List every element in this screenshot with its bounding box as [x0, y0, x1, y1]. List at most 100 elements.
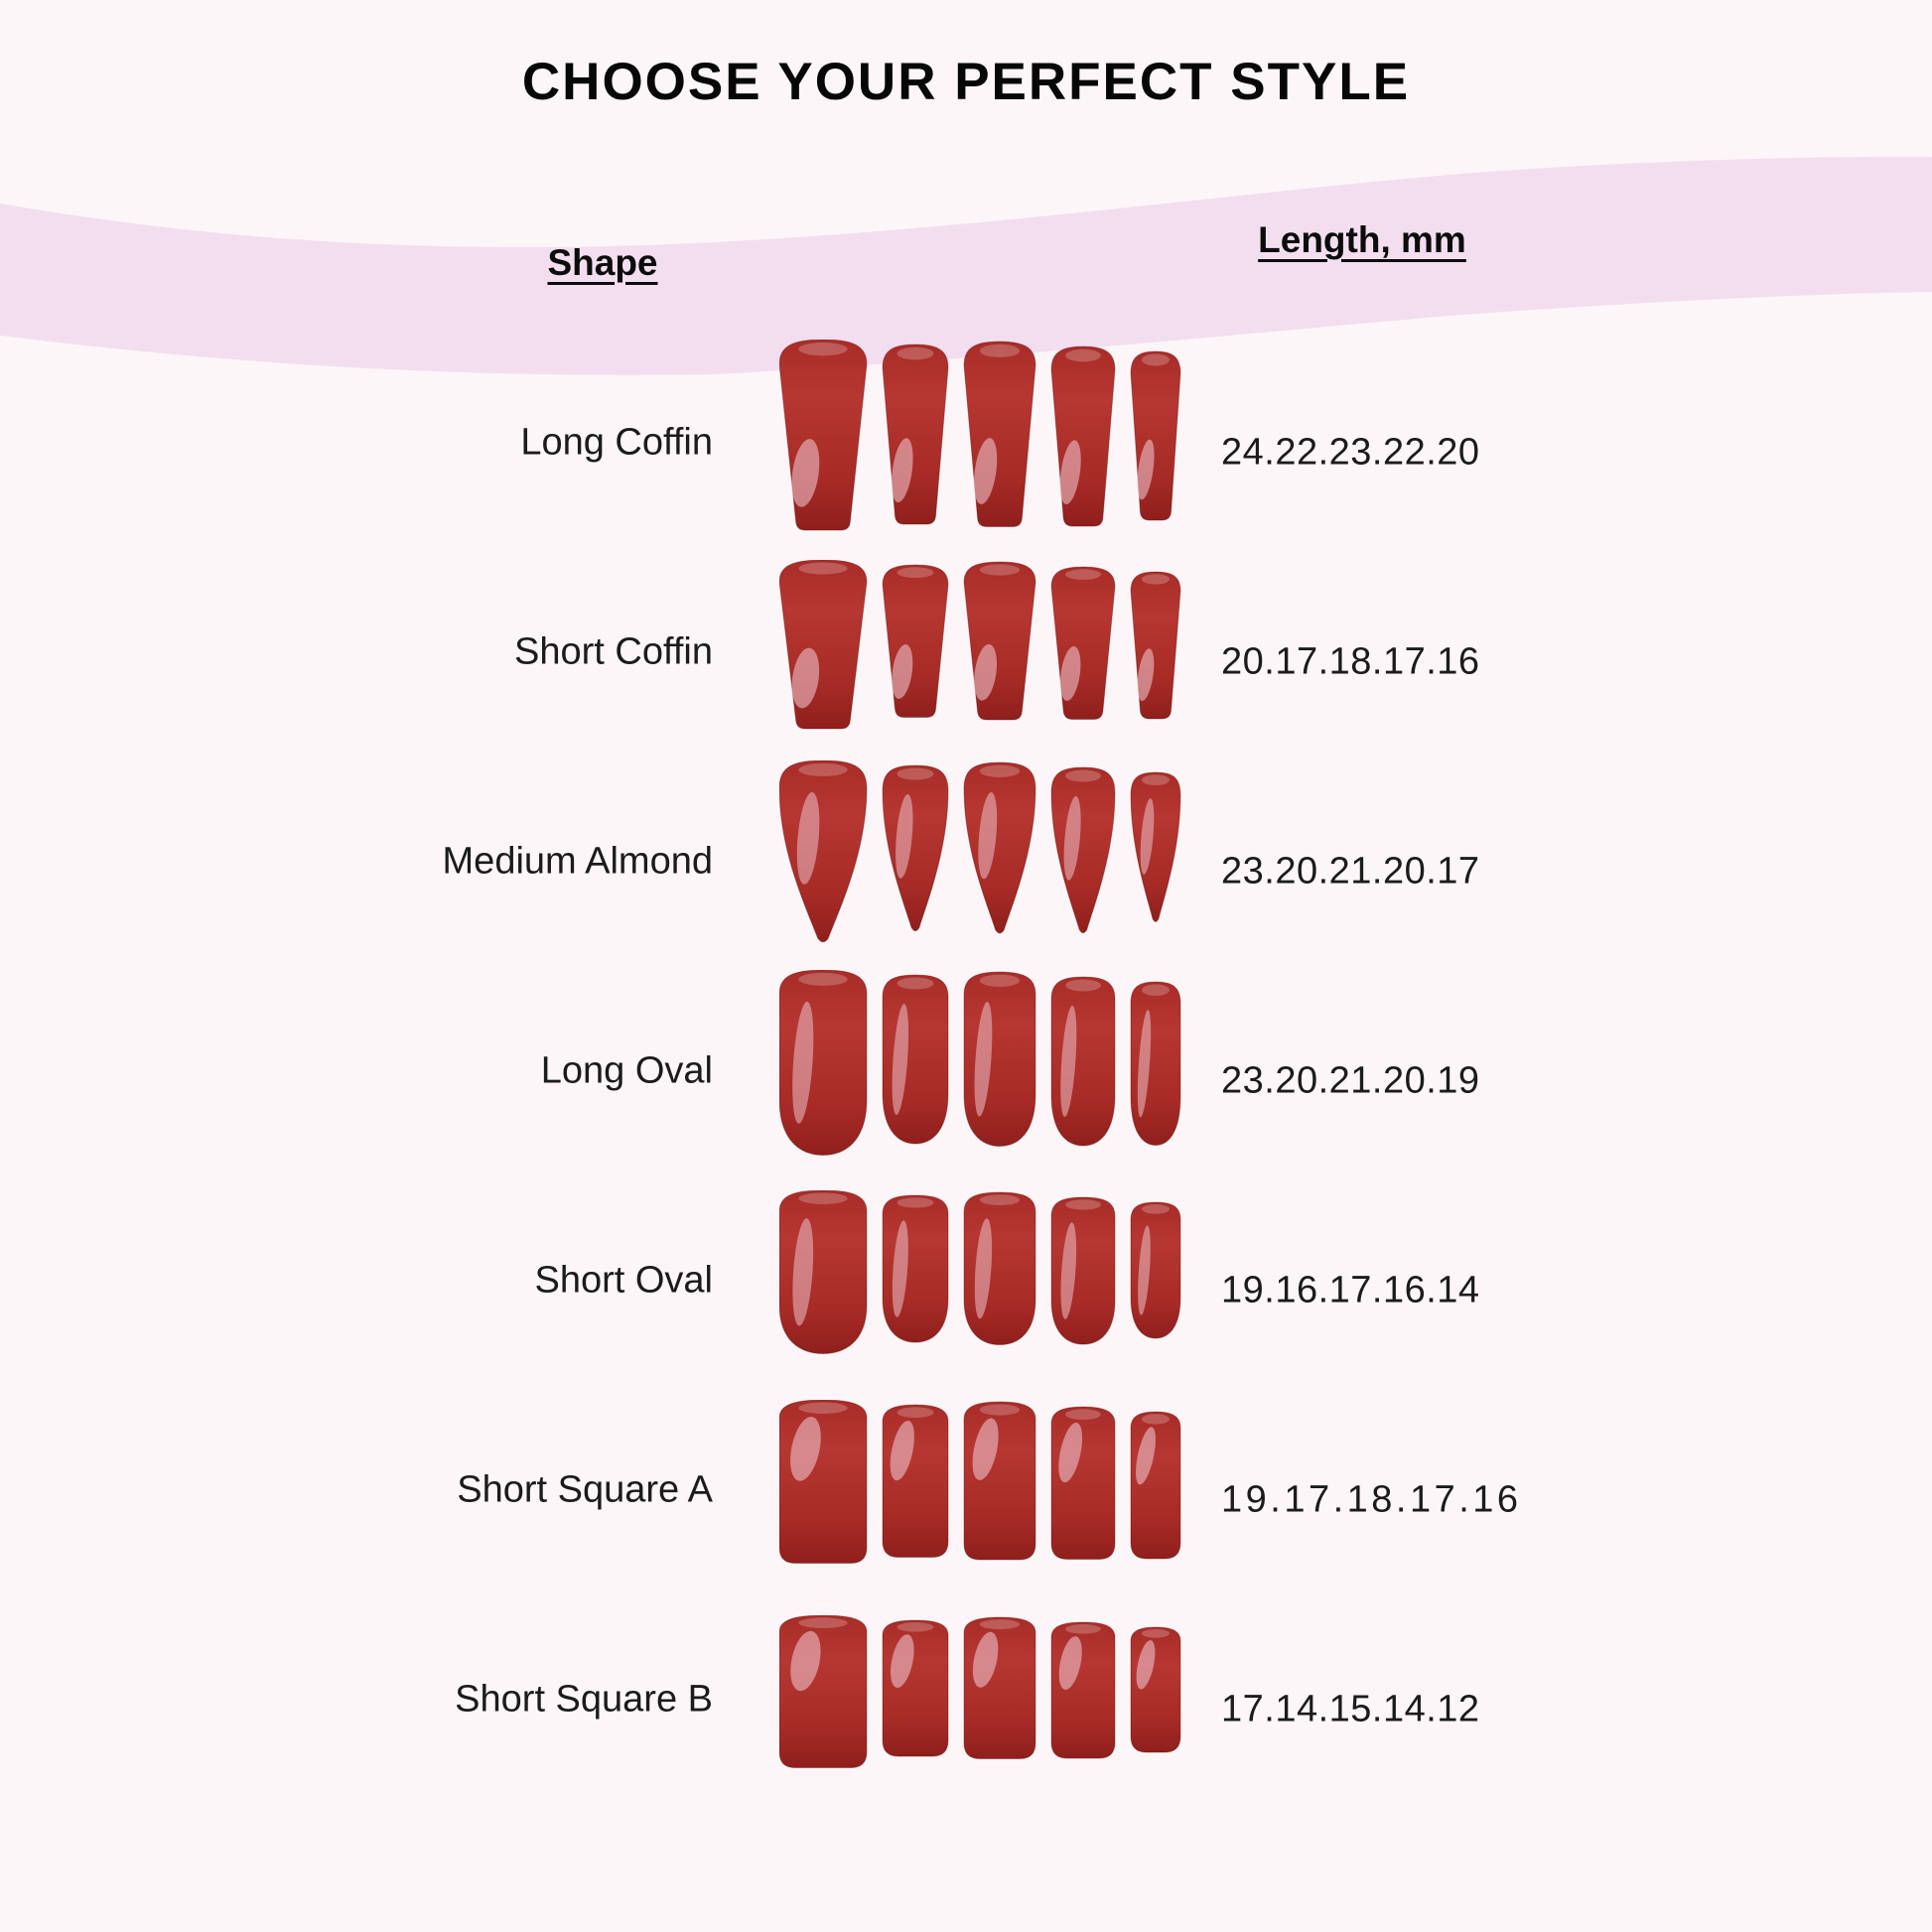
- style-row: Medium Almond 23.20.21.20.17: [0, 757, 1932, 966]
- length-values: 19.17.18.17.16: [1221, 1478, 1522, 1520]
- nail-top-glint: [897, 1407, 934, 1419]
- nail-gloss-highlight: [790, 1417, 821, 1481]
- nail-top-glint: [1065, 348, 1101, 361]
- pink-wave-banner: [0, 156, 1932, 375]
- nail: [882, 1619, 949, 1757]
- nail-top-glint: [897, 1197, 934, 1208]
- nail-gloss-highlight: [1063, 796, 1081, 881]
- nail-set-svg: [779, 760, 1181, 943]
- shape-name-label: Long Oval: [540, 1049, 713, 1091]
- nail: [1130, 981, 1181, 1147]
- nail: [779, 1614, 868, 1768]
- nail-top-glint: [1142, 1628, 1170, 1638]
- length-values: 24.22.23.22.20: [1221, 431, 1480, 473]
- nail-top-glint: [897, 566, 934, 578]
- nail-set-svg: [779, 339, 1181, 530]
- nail-gloss-highlight: [1137, 1010, 1152, 1118]
- nail-gloss-highlight: [974, 1002, 993, 1117]
- nail-set-image: [779, 338, 1186, 547]
- nail-gloss-highlight: [1058, 1635, 1082, 1690]
- nail-gloss-highlight: [792, 1218, 814, 1326]
- nail-set-image: [779, 1594, 1186, 1804]
- nail-gloss-highlight: [1138, 1225, 1151, 1315]
- nail-gloss-highlight: [791, 647, 820, 708]
- style-row: Short Square B 17.14.15.14.12: [0, 1594, 1932, 1804]
- nail: [1050, 1406, 1116, 1561]
- nail: [1130, 1626, 1181, 1753]
- shape-name-label: Short Square B: [455, 1678, 713, 1720]
- nail-gloss-highlight: [1140, 798, 1155, 875]
- style-row: Long Oval 23.20.21.20.19: [0, 966, 1932, 1175]
- nail-top-glint: [798, 1402, 848, 1415]
- nail-set-image: [779, 1175, 1186, 1385]
- nail-top-glint: [798, 342, 848, 355]
- nail-gloss-highlight: [974, 643, 998, 701]
- nail-top-glint: [1142, 1414, 1170, 1425]
- nail-top-glint: [1065, 1623, 1101, 1634]
- nail: [882, 1404, 949, 1559]
- nail-gloss-highlight: [1059, 439, 1081, 504]
- nail-top-glint: [1142, 1204, 1170, 1214]
- nail: [963, 1616, 1036, 1759]
- nail-top-glint: [897, 1621, 934, 1632]
- nail: [779, 559, 868, 729]
- nail-gloss-highlight: [791, 438, 820, 507]
- nail: [1130, 570, 1181, 719]
- nail: [1130, 1411, 1181, 1560]
- nail: [963, 761, 1036, 934]
- nail: [779, 1190, 868, 1355]
- nail: [882, 764, 949, 932]
- column-header-length: Length, mm: [1258, 219, 1466, 260]
- nail-gloss-highlight: [972, 1631, 999, 1688]
- nail-gloss-highlight: [978, 792, 998, 880]
- nail: [963, 1191, 1036, 1346]
- nail-set-image: [779, 1385, 1186, 1594]
- nail-top-glint: [1065, 769, 1101, 782]
- nail: [963, 971, 1036, 1148]
- nail-top-glint: [1142, 984, 1170, 997]
- nail-top-glint: [979, 974, 1021, 988]
- nail-top-glint: [897, 977, 934, 990]
- nail-top-glint: [979, 764, 1021, 778]
- nail-top-glint: [1065, 979, 1101, 992]
- nail-gloss-highlight: [892, 1220, 908, 1317]
- length-values: 17.14.15.14.12: [1221, 1688, 1480, 1729]
- nail-gloss-highlight: [1137, 439, 1155, 499]
- shape-name-label: Medium Almond: [442, 840, 713, 882]
- nail: [963, 560, 1036, 720]
- style-row: Short Oval 19.16.17.16.14: [0, 1175, 1932, 1385]
- nail-gloss-highlight: [1058, 1423, 1083, 1483]
- nail-set-svg: [779, 970, 1181, 1157]
- nail-top-glint: [1065, 568, 1101, 580]
- nail-set-image: [779, 547, 1186, 757]
- shape-name-label: Short Square A: [457, 1468, 713, 1510]
- page-title: CHOOSE YOUR PERFECT STYLE: [521, 53, 1411, 111]
- nail: [963, 340, 1036, 527]
- nail-gloss-highlight: [972, 1418, 999, 1481]
- length-values: 20.17.18.17.16: [1221, 640, 1480, 682]
- nail-gloss-highlight: [1137, 647, 1155, 701]
- style-rows: Long Coffin 24.22.23.22.20: [0, 338, 1932, 1804]
- nail-gloss-highlight: [974, 1218, 993, 1319]
- nail: [1050, 1621, 1116, 1759]
- nail-top-glint: [1065, 1199, 1101, 1210]
- nail-gloss-highlight: [790, 1630, 821, 1691]
- nail-gloss-highlight: [1136, 1639, 1156, 1690]
- nail-gloss-highlight: [1136, 1427, 1156, 1485]
- length-values: 23.20.21.20.19: [1221, 1059, 1480, 1101]
- nail-gloss-highlight: [796, 792, 820, 886]
- shape-name-label: Short Oval: [534, 1259, 713, 1301]
- nail-top-glint: [798, 1192, 848, 1205]
- nail-top-glint: [798, 973, 848, 987]
- nail-set-image: [779, 966, 1186, 1175]
- nail-top-glint: [897, 346, 934, 359]
- nail: [882, 1194, 949, 1343]
- nail-gloss-highlight: [1060, 1006, 1077, 1118]
- nail: [1050, 565, 1116, 720]
- nail-gloss-highlight: [892, 643, 913, 699]
- nail: [1050, 1196, 1116, 1345]
- nail-top-glint: [798, 763, 848, 777]
- nail-set-image: [779, 757, 1186, 966]
- nail-gloss-highlight: [1059, 645, 1081, 701]
